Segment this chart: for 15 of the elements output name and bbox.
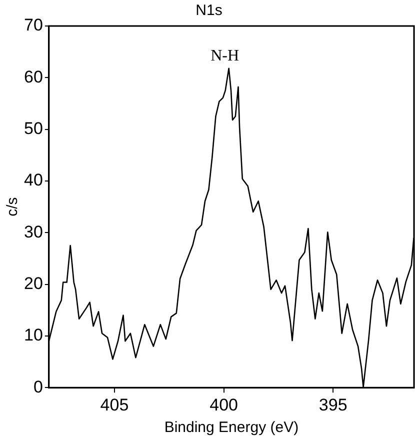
chart-title: N1s bbox=[196, 2, 222, 20]
x-tick-label: 400 bbox=[210, 395, 238, 414]
y-tick-label: 40 bbox=[24, 170, 43, 190]
y-tick-label: 10 bbox=[24, 326, 43, 345]
y-tick-label: 20 bbox=[24, 274, 43, 293]
y-tick-label: 60 bbox=[24, 67, 43, 86]
y-tick-label: 30 bbox=[24, 222, 43, 242]
x-tick-label: 405 bbox=[100, 395, 129, 414]
annotation: N-H bbox=[210, 48, 240, 65]
y-tick-label: 70 bbox=[24, 16, 43, 35]
y-tick-label: 0 bbox=[33, 377, 43, 396]
x-axis-title: Binding Energy (eV) bbox=[164, 419, 299, 436]
y-tick-label: 50 bbox=[24, 119, 43, 138]
y-axis-title: c/s bbox=[4, 197, 22, 216]
x-tick-label: 395 bbox=[318, 395, 348, 414]
